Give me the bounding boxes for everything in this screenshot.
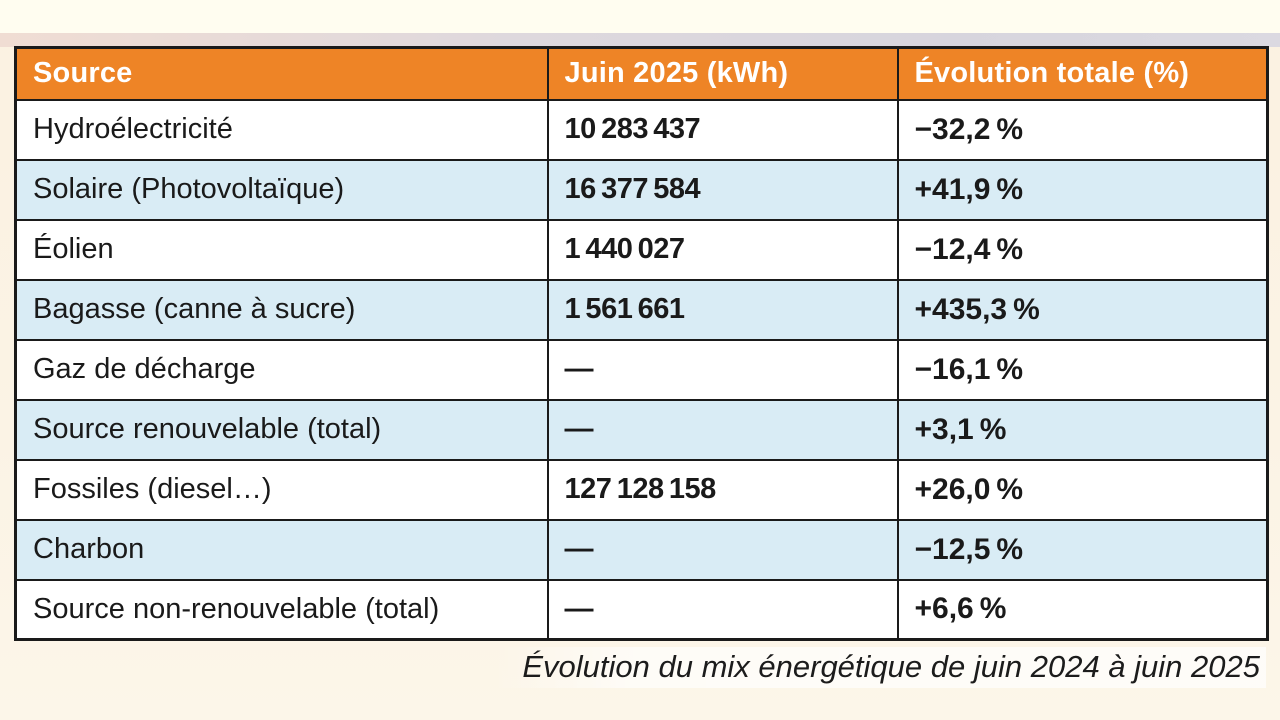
- header-source: Source: [14, 46, 549, 101]
- header-evolution: Évolution totale (%): [896, 46, 1269, 101]
- table-row: Hydroélectricité 10 283 437 −32,2 %: [14, 98, 1269, 161]
- kwh-cell: —: [546, 398, 899, 461]
- source-cell: Bagasse (canne à sucre): [14, 278, 549, 341]
- evolution-cell: +3,1 %: [896, 398, 1269, 461]
- source-cell: Charbon: [14, 518, 549, 581]
- table-row: Bagasse (canne à sucre) 1 561 661 +435,3 %: [14, 278, 1269, 341]
- table-header-row: Source Juin 2025 (kWh) Évolution totale …: [14, 46, 1269, 101]
- evolution-cell: −16,1 %: [896, 338, 1269, 401]
- kwh-cell: 1 440 027: [546, 218, 899, 281]
- kwh-cell: 10 283 437: [546, 98, 899, 161]
- source-cell: Fossiles (diesel…): [14, 458, 549, 521]
- table-caption-text: Évolution du mix énergétique de juin 202…: [494, 647, 1266, 688]
- table-row: Fossiles (diesel…) 127 128 158 +26,0 %: [14, 458, 1269, 521]
- kwh-cell: —: [546, 518, 899, 581]
- kwh-cell: —: [546, 578, 899, 641]
- source-cell: Hydroélectricité: [14, 98, 549, 161]
- evolution-cell: +435,3 %: [896, 278, 1269, 341]
- table-caption: Évolution du mix énergétique de juin 202…: [14, 645, 1266, 689]
- table-row: Éolien 1 440 027 −12,4 %: [14, 218, 1269, 281]
- table-row: Solaire (Photovoltaïque) 16 377 584 +41,9 …: [14, 158, 1269, 221]
- evolution-cell: −32,2 %: [896, 98, 1269, 161]
- kwh-cell: 1 561 661: [546, 278, 899, 341]
- table-row: Source non-renouvelable (total) — +6,6 %: [14, 578, 1269, 641]
- source-cell: Source non-renouvelable (total): [14, 578, 549, 641]
- table-row: Gaz de décharge — −16,1 %: [14, 338, 1269, 401]
- top-background-band: [0, 0, 1280, 33]
- table-body: Hydroélectricité 10 283 437 −32,2 % Solaire…: [14, 98, 1269, 641]
- source-cell: Gaz de décharge: [14, 338, 549, 401]
- source-cell: Éolien: [14, 218, 549, 281]
- table-row: Charbon — −12,5 %: [14, 518, 1269, 581]
- table-row: Source renouvelable (total) — +3,1 %: [14, 398, 1269, 461]
- kwh-cell: 127 128 158: [546, 458, 899, 521]
- source-cell: Source renouvelable (total): [14, 398, 549, 461]
- evolution-cell: −12,4 %: [896, 218, 1269, 281]
- source-cell: Solaire (Photovoltaïque): [14, 158, 549, 221]
- kwh-cell: —: [546, 338, 899, 401]
- evolution-cell: +6,6 %: [896, 578, 1269, 641]
- evolution-cell: +41,9 %: [896, 158, 1269, 221]
- kwh-cell: 16 377 584: [546, 158, 899, 221]
- evolution-cell: +26,0 %: [896, 458, 1269, 521]
- energy-mix-table: Source Juin 2025 (kWh) Évolution totale …: [14, 46, 1269, 641]
- table-top-shadow-band: [0, 33, 1280, 47]
- evolution-cell: −12,5 %: [896, 518, 1269, 581]
- header-kwh: Juin 2025 (kWh): [546, 46, 899, 101]
